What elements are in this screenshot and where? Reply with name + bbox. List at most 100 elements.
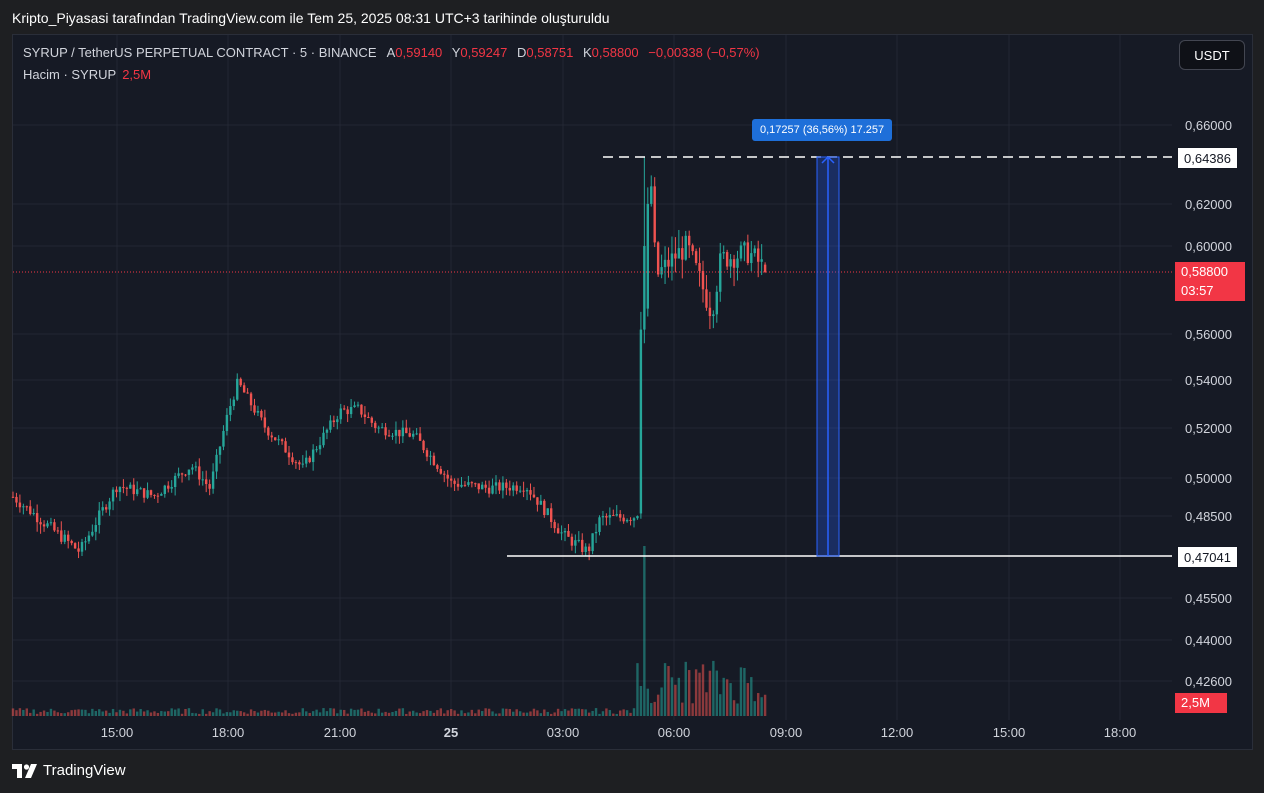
candle-body [591,533,594,552]
volume-bar [380,712,384,716]
candle-body [567,530,570,537]
candle-body [177,473,180,476]
candle-body [387,435,391,437]
volume-bar [529,711,532,716]
volume-bar [612,713,615,716]
volume-value: 2,5M [122,67,152,82]
volume-bar [660,687,663,716]
volume-bar [315,709,318,716]
candle-body [719,253,722,292]
candle-body [598,517,601,532]
candle-body [467,482,470,485]
candle-body [149,490,153,495]
candle-body [173,475,177,487]
volume-bar [274,712,277,716]
candle-body [29,506,32,514]
candle-body [25,506,28,508]
volume-bar [698,672,701,716]
volume-bar [318,712,322,716]
candle-body [743,242,746,246]
volume-bar [608,710,612,716]
candle-body [501,482,505,491]
candle-body [198,466,201,480]
x-axis-label: 18:00 [212,725,245,740]
candle-body [246,392,249,394]
candle-body [739,245,743,259]
volume-bar [167,711,170,716]
volume-bar [732,700,736,716]
candle-body [394,429,398,436]
candle-body [280,439,284,442]
volume-bar [384,711,387,716]
volume-bar [294,712,298,716]
volume-bar [670,677,674,716]
volume-bar [543,709,546,716]
volume-bar [567,710,570,716]
volume-bar [408,711,411,716]
candle-body [291,457,294,463]
volume-bar [701,664,705,716]
volume-bar [653,701,656,716]
volume-bar [387,712,391,716]
y-axis-label: 0,44000 [1185,633,1232,648]
volume-bar [394,710,398,716]
candle-body [367,416,370,418]
volume-bar [460,710,463,716]
candle-body [498,482,501,491]
volume-bar [263,709,267,716]
candle-body [522,490,525,492]
low-value: 0,58751 [526,45,574,60]
volume-bar [525,712,529,716]
x-axis-label: 15:00 [101,725,134,740]
tradingview-logo-icon[interactable] [12,763,38,778]
volume-bar [118,709,122,716]
candle-body [667,259,670,267]
candle-body [267,427,270,436]
volume-bar [29,712,32,716]
candle-body [674,253,677,259]
candle-body [456,483,460,487]
candle-body [436,465,439,469]
volume-bar [187,708,191,716]
candle-body [294,462,298,464]
volume-bar [15,710,18,716]
candle-body [249,393,253,406]
candle-body [622,517,625,522]
candle-body [18,502,22,508]
chart-panel[interactable] [12,34,1253,750]
candle-body [612,515,615,517]
volume-bar [598,713,601,716]
candle-body [256,410,260,413]
volume-bar [487,708,491,716]
x-axis-label: 12:00 [881,725,914,740]
footer-brand[interactable]: TradingView [43,762,126,779]
candle-body [298,462,301,465]
candle-body [650,186,653,204]
candle-body [118,487,122,493]
close-value: 0,58800 [591,45,639,60]
candle-body [80,542,84,552]
symbol-title[interactable]: SYRUP / TetherUS PERPETUAL CONTRACT · 5 … [23,45,377,60]
volume-bar [287,713,291,716]
y-axis-label: 0,56000 [1185,327,1232,342]
symbol-legend[interactable]: SYRUP / TetherUS PERPETUAL CONTRACT · 5 … [23,45,766,60]
candle-body [139,488,142,490]
volume-bar [35,713,39,716]
volume-bar [67,712,70,716]
footer[interactable]: TradingView [12,762,126,779]
volume-bar [639,686,643,716]
candle-body [98,510,101,526]
candle-body [232,399,235,407]
candle-body [35,513,39,523]
volume-bar [581,709,584,716]
candle-body [129,484,132,489]
currency-button[interactable]: USDT [1179,40,1245,70]
candle-body [584,546,587,552]
volume-legend[interactable]: Hacim · SYRUP 2,5M [23,67,151,82]
candle-body [67,534,70,541]
volume-bar [163,711,166,716]
volume-bar [84,709,87,716]
candle-body [104,507,108,510]
candle-body [187,469,191,475]
